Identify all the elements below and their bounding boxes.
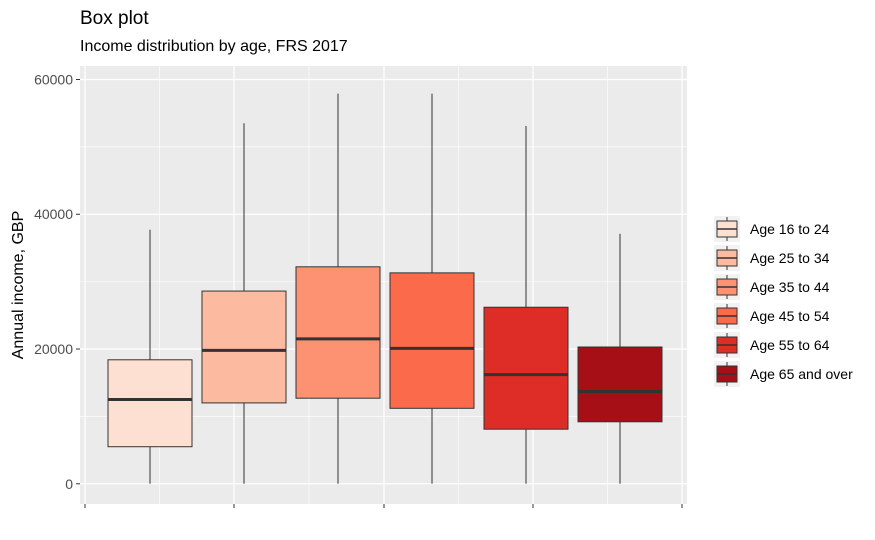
box-iqr <box>201 290 287 404</box>
legend-label: Age 55 to 64 <box>750 337 830 353</box>
boxes <box>107 93 663 484</box>
legend-item: Age 55 to 64 <box>714 332 830 358</box>
box-4 <box>389 93 475 484</box>
y-tick-label: 0 <box>65 476 73 492</box>
y-tick-label: 20000 <box>34 341 73 357</box>
legend-label: Age 45 to 54 <box>750 308 830 324</box>
chart-title: Box plot <box>80 8 149 29</box>
legend-label: Age 16 to 24 <box>750 221 830 237</box>
box-iqr <box>107 359 193 448</box>
legend-item: Age 16 to 24 <box>714 216 830 242</box>
chart-subtitle: Income distribution by age, FRS 2017 <box>80 38 348 55</box>
legend-item: Age 25 to 34 <box>714 245 830 271</box>
box-2 <box>201 123 287 484</box>
legend: Age 16 to 24 Age 25 to 34 Age 35 to 44 Age … <box>714 216 853 387</box>
major-gridlines <box>80 66 687 504</box>
legend-item: Age 35 to 44 <box>714 274 830 300</box>
legend-item: Age 45 to 54 <box>714 303 830 329</box>
legend-label: Age 65 and over <box>750 366 853 382</box>
legend-label: Age 35 to 44 <box>750 279 830 295</box>
legend-label: Age 25 to 34 <box>750 250 830 266</box>
box-1 <box>107 229 193 484</box>
y-tick-label: 40000 <box>34 206 73 222</box>
legend-item: Age 65 and over <box>714 361 853 387</box>
y-tick-label: 60000 <box>34 71 73 87</box>
x-axis <box>84 504 683 508</box>
y-axis: 0 20000 40000 60000 <box>34 71 80 492</box>
box-5 <box>483 125 569 484</box>
box-iqr <box>295 266 381 399</box>
y-axis-label: Annual income, GBP <box>10 211 27 360</box>
box-3 <box>295 93 381 484</box>
box-iqr <box>483 306 569 430</box>
box-iqr <box>389 272 475 409</box>
box-6 <box>577 233 663 484</box>
box-iqr <box>577 346 663 423</box>
